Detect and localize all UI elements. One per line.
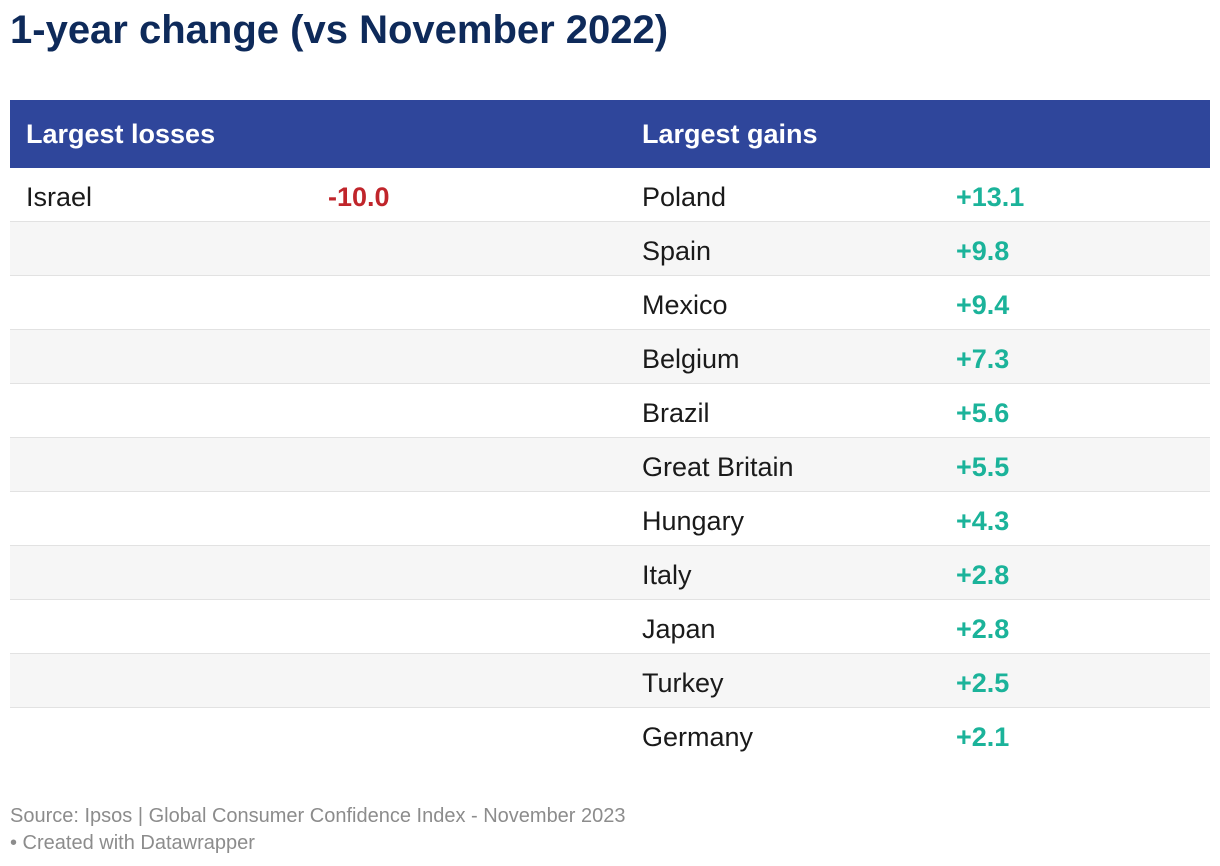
table-row: Mexico +9.4 bbox=[10, 276, 1210, 330]
gain-country-cell: Belgium bbox=[642, 344, 740, 374]
gain-country-cell: Poland bbox=[642, 182, 727, 212]
table-row: Hungary +4.3 bbox=[10, 492, 1210, 546]
header-largest-gains: Largest gains bbox=[642, 119, 818, 149]
table-row: Spain +9.8 bbox=[10, 222, 1210, 276]
gain-value-cell: +13.1 bbox=[956, 182, 1025, 212]
gain-value-cell: +2.5 bbox=[956, 668, 1010, 698]
gain-value-cell: +2.8 bbox=[956, 560, 1010, 590]
change-table: Largest losses Largest gains Israel -10.0… bbox=[10, 100, 1210, 761]
gain-country-cell: Brazil bbox=[642, 398, 710, 428]
loss-country-cell: Israel bbox=[26, 182, 93, 212]
table-row: Belgium +7.3 bbox=[10, 330, 1210, 384]
gain-country-cell: Italy bbox=[642, 560, 692, 590]
table-row: Japan +2.8 bbox=[10, 600, 1210, 654]
datawrapper-credit: • Created with Datawrapper bbox=[10, 832, 255, 854]
gain-value-cell: +7.3 bbox=[956, 344, 1010, 374]
gain-country-cell: Mexico bbox=[642, 290, 728, 320]
table-row: Brazil +5.6 bbox=[10, 384, 1210, 438]
gain-country-cell: Hungary bbox=[642, 506, 745, 536]
table-row: Great Britain +5.5 bbox=[10, 438, 1210, 492]
gain-value-cell: +9.8 bbox=[956, 236, 1010, 266]
table-row: Italy +2.8 bbox=[10, 546, 1210, 600]
header-largest-losses: Largest losses bbox=[26, 119, 216, 149]
gain-country-cell: Turkey bbox=[642, 668, 724, 698]
loss-value-cell: -10.0 bbox=[328, 182, 390, 212]
gain-value-cell: +2.1 bbox=[956, 722, 1010, 752]
gain-value-cell: +5.5 bbox=[956, 452, 1010, 482]
table-row: Israel -10.0 Poland +13.1 bbox=[10, 168, 1210, 222]
table-row: Germany +2.1 bbox=[10, 708, 1210, 761]
gain-value-cell: +4.3 bbox=[956, 506, 1010, 536]
source-note: Source: Ipsos | Global Consumer Confiden… bbox=[10, 805, 626, 827]
chart-title: 1-year change (vs November 2022) bbox=[10, 8, 669, 52]
gain-country-cell: Great Britain bbox=[642, 452, 794, 482]
table-header: Largest losses Largest gains bbox=[10, 100, 1210, 168]
table-row: Turkey +2.5 bbox=[10, 654, 1210, 708]
table-body: Israel -10.0 Poland +13.1 Spain +9.8 Mexico +9.… bbox=[10, 168, 1210, 761]
chart-footer: Source: Ipsos | Global Consumer Confiden… bbox=[10, 803, 626, 857]
gain-value-cell: +2.8 bbox=[956, 614, 1010, 644]
gain-country-cell: Spain bbox=[642, 236, 712, 266]
gain-country-cell: Germany bbox=[642, 722, 754, 752]
gain-value-cell: +9.4 bbox=[956, 290, 1010, 320]
gain-value-cell: +5.6 bbox=[956, 398, 1010, 428]
gain-country-cell: Japan bbox=[642, 614, 716, 644]
